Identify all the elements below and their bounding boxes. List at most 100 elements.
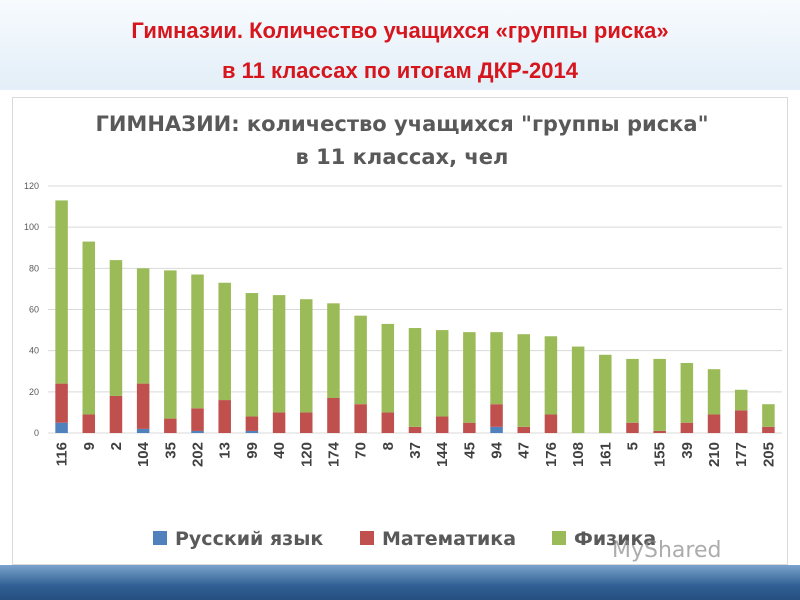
bar-segment-physics bbox=[109, 260, 123, 396]
bar-segment-math bbox=[245, 416, 259, 431]
x-tick-label: 161 bbox=[597, 442, 614, 467]
bar-segment-physics bbox=[707, 369, 721, 415]
x-tick-label: 45 bbox=[461, 442, 478, 459]
bar-segment-physics bbox=[762, 404, 775, 427]
bar-segment-math bbox=[272, 412, 286, 433]
bar-segment-physics bbox=[354, 315, 367, 405]
bar-segment-physics bbox=[191, 274, 204, 409]
bar-segment-physics bbox=[734, 389, 748, 411]
bar-segment-physics bbox=[435, 330, 449, 417]
watermark: MyShared bbox=[612, 538, 722, 563]
bar-segment-physics bbox=[272, 295, 286, 413]
x-tick-label: 37 bbox=[407, 442, 424, 459]
legend-swatch bbox=[153, 531, 167, 545]
bar-segment-math bbox=[354, 404, 367, 433]
bar-segment-math bbox=[544, 414, 558, 433]
x-tick-label: 70 bbox=[353, 442, 370, 459]
bar-segment-math bbox=[109, 395, 123, 433]
bar-segment-math bbox=[680, 422, 694, 433]
y-tick-label: 20 bbox=[29, 387, 39, 397]
y-tick-label: 80 bbox=[29, 263, 39, 273]
y-tick-label: 40 bbox=[29, 346, 39, 356]
bar-segment-math bbox=[136, 383, 150, 429]
bar-segment-physics bbox=[408, 328, 422, 427]
bar-segment-math bbox=[164, 418, 177, 433]
chart-subtitle: в 11 классах, чел bbox=[295, 145, 509, 169]
x-tick-label: 116 bbox=[54, 442, 71, 466]
x-tick-label: 210 bbox=[706, 442, 723, 467]
x-tick-label: 39 bbox=[679, 442, 696, 459]
x-tick-label: 174 bbox=[325, 441, 342, 467]
x-tick-label: 120 bbox=[298, 442, 315, 467]
bar-segment-physics bbox=[381, 323, 395, 413]
bar-segment-math bbox=[626, 422, 639, 433]
x-tick-label: 176 bbox=[543, 442, 560, 467]
legend-swatch bbox=[360, 531, 374, 545]
bar-segment-math bbox=[327, 398, 340, 433]
bar-segment-math bbox=[490, 404, 503, 427]
bar-segment-math bbox=[762, 426, 775, 433]
bar-segment-physics bbox=[245, 293, 259, 417]
slide-header bbox=[0, 0, 800, 90]
bar-segment-physics bbox=[82, 241, 96, 415]
y-tick-label: 100 bbox=[24, 222, 39, 232]
bar-segment-physics bbox=[544, 336, 558, 415]
bar-segment-russian bbox=[55, 422, 68, 433]
bar-segment-physics bbox=[164, 270, 177, 419]
x-tick-label: 5 bbox=[624, 442, 641, 450]
x-axis-ticks: 116 9 2 104 35 202 13 99 40 120 174 70 8 37 144 45 94 47 1… bbox=[54, 441, 778, 467]
bar-segment-physics bbox=[136, 268, 150, 384]
bar-segment-physics bbox=[599, 354, 612, 433]
bar-segment-math bbox=[653, 430, 666, 433]
bar-segment-physics bbox=[571, 346, 585, 433]
bar-segment-physics bbox=[55, 200, 68, 384]
bar-segment-math bbox=[300, 412, 313, 433]
bar-segment-physics bbox=[626, 358, 639, 423]
x-tick-label: 13 bbox=[217, 442, 234, 459]
bar-segment-physics bbox=[218, 282, 231, 401]
y-tick-label: 0 bbox=[34, 428, 39, 438]
y-tick-label: 60 bbox=[29, 305, 39, 315]
bar-segment-math bbox=[707, 414, 721, 433]
x-tick-label: 177 bbox=[733, 442, 750, 467]
bar-segment-math bbox=[435, 416, 449, 433]
bar-segment-physics bbox=[490, 332, 503, 405]
x-tick-label: 108 bbox=[570, 442, 587, 467]
x-tick-label: 155 bbox=[652, 442, 669, 467]
bar-segment-math bbox=[82, 414, 96, 433]
x-tick-label: 104 bbox=[135, 441, 152, 467]
slide-title: Гимназии. Количество учащихся «группы ри… bbox=[131, 18, 669, 43]
x-tick-label: 47 bbox=[516, 442, 533, 459]
x-tick-label: 9 bbox=[81, 442, 98, 450]
bottom-decor-band bbox=[0, 565, 800, 600]
x-tick-label: 2 bbox=[108, 442, 125, 450]
bar-segment-math bbox=[218, 400, 231, 433]
x-tick-label: 144 bbox=[434, 441, 451, 467]
bar-segment-math bbox=[734, 410, 748, 433]
bars bbox=[55, 200, 775, 433]
bar-segment-russian bbox=[136, 428, 150, 433]
x-tick-label: 202 bbox=[190, 442, 207, 467]
y-tick-label: 120 bbox=[24, 181, 39, 191]
legend-label: Математика bbox=[382, 528, 516, 550]
x-tick-label: 99 bbox=[244, 442, 261, 459]
legend-label: Русский язык bbox=[175, 528, 323, 550]
bar-segment-physics bbox=[327, 303, 340, 399]
bar-segment-physics bbox=[517, 334, 530, 427]
bar-segment-physics bbox=[680, 363, 694, 423]
slide-subtitle: в 11 классах по итогам ДКР-2014 bbox=[222, 58, 578, 83]
x-tick-label: 35 bbox=[162, 442, 179, 459]
x-tick-label: 40 bbox=[271, 442, 288, 459]
bar-segment-russian bbox=[191, 430, 204, 433]
bar-segment-russian bbox=[245, 430, 259, 433]
bar-segment-physics bbox=[463, 332, 476, 423]
legend-label: Физика bbox=[574, 528, 656, 550]
bar-segment-math bbox=[381, 412, 395, 433]
chart-title: ГИМНАЗИИ: количество учащихся "группы ри… bbox=[95, 112, 709, 136]
x-tick-label: 8 bbox=[380, 442, 397, 450]
bar-segment-math bbox=[408, 426, 422, 433]
bar-segment-physics bbox=[653, 358, 666, 431]
x-tick-label: 205 bbox=[760, 442, 777, 467]
legend: Русский язык Математика Физика bbox=[153, 528, 656, 550]
